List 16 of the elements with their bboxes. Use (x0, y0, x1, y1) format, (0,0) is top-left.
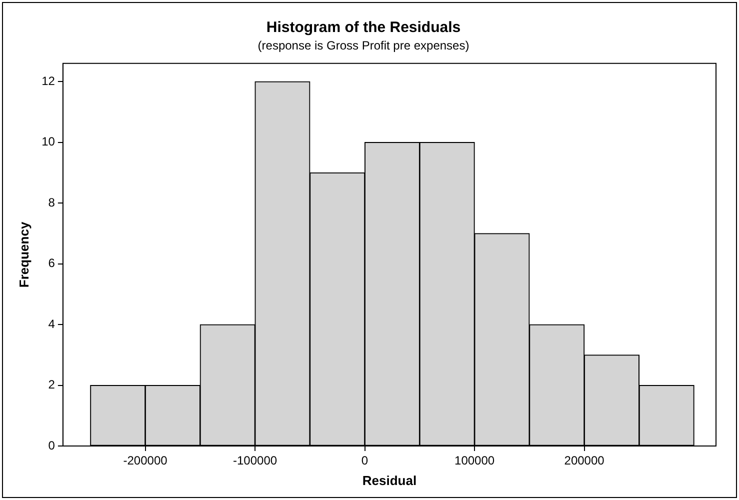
x-tick-label: 200000 (564, 454, 605, 468)
x-tick-label: 100000 (454, 454, 495, 468)
y-tick-label: 0 (48, 438, 56, 452)
chart-title: Histogram of the Residuals (266, 19, 461, 36)
x-tick-label: -200000 (123, 454, 168, 468)
x-tick-label: 0 (361, 454, 368, 468)
x-axis-title: Residual (362, 472, 417, 488)
y-tick-label: 10 (42, 134, 56, 149)
x-tick-label: -100000 (233, 454, 278, 468)
y-tick-label: 4 (48, 316, 56, 331)
y-tick-label: 8 (48, 195, 56, 210)
y-tick-label: 6 (48, 256, 56, 270)
y-tick-label: 12 (42, 74, 56, 88)
y-axis-title: Frequency (16, 221, 32, 288)
chart-subtitle: (response is Gross Profit pre expenses) (258, 38, 470, 53)
y-tick-label: 2 (48, 378, 56, 392)
